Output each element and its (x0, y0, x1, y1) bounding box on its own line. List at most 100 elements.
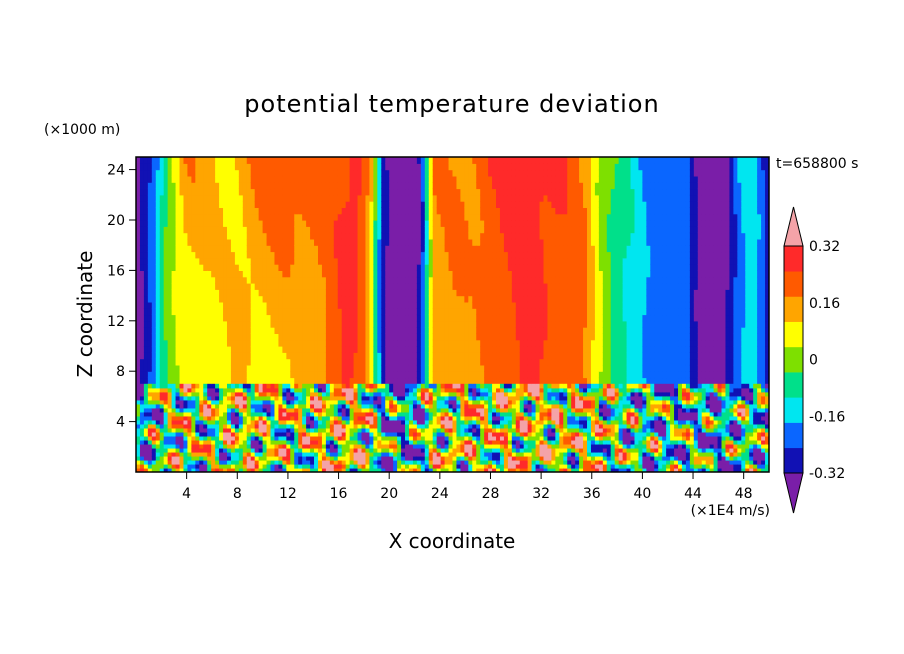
field-cell (337, 226, 343, 234)
field-cell (389, 377, 394, 385)
field-cell (389, 443, 394, 449)
field-cell (361, 157, 367, 164)
field-cell (397, 295, 402, 303)
field-cell (179, 169, 185, 177)
field-cell (159, 415, 165, 421)
field-cell (191, 157, 196, 164)
field-cell (246, 391, 252, 397)
field-cell (195, 194, 200, 202)
field-cell (317, 427, 323, 433)
field-cell (389, 427, 394, 433)
field-cell (159, 364, 165, 372)
field-cell (317, 467, 323, 472)
field-cell (412, 439, 418, 445)
field-cell (373, 435, 378, 441)
field-cell (337, 327, 343, 334)
field-cell (211, 289, 216, 297)
field-cell (294, 358, 299, 366)
field-cell (246, 182, 252, 190)
field-cell (179, 213, 185, 221)
field-cell (230, 201, 236, 208)
field-cell (179, 232, 185, 240)
field-cell (266, 213, 272, 221)
field-cell (397, 352, 402, 360)
field-cell (345, 232, 351, 240)
field-cell (215, 371, 220, 379)
field-cell (179, 188, 185, 196)
field-cell (163, 333, 169, 341)
field-cell (226, 419, 232, 425)
field-cell (230, 391, 236, 397)
field-cell (405, 308, 410, 316)
field-cell (385, 238, 390, 246)
field-cell (420, 327, 426, 334)
field-cell (353, 391, 359, 397)
field-cell (254, 431, 260, 437)
field-cell (282, 257, 287, 265)
field-cell (373, 308, 378, 316)
field-cell (159, 169, 165, 177)
field-cell (278, 220, 283, 227)
field-cell (401, 383, 406, 389)
field-cell (211, 467, 216, 472)
field-cell (353, 427, 359, 433)
field-cell (361, 163, 367, 171)
field-cell (424, 169, 430, 177)
field-cell (341, 439, 347, 445)
field-cell (353, 175, 359, 183)
field-cell (432, 201, 438, 208)
field-cell (365, 220, 371, 227)
field-cell (412, 451, 418, 457)
field-cell (361, 308, 367, 316)
field-cell (219, 283, 224, 290)
field-cell (298, 308, 303, 316)
field-cell (155, 163, 161, 171)
field-cell (286, 339, 291, 347)
field-cell (211, 358, 216, 366)
field-cell (226, 447, 232, 453)
field-cell (321, 232, 327, 240)
field-cell (230, 251, 236, 259)
field-cell (203, 459, 208, 465)
field-cell (234, 175, 240, 183)
field-cell (175, 403, 181, 409)
field-cell (270, 301, 276, 309)
field-cell (436, 163, 442, 171)
field-cell (472, 415, 477, 421)
field-cell (341, 289, 347, 297)
field-cell (341, 157, 347, 164)
field-cell (215, 455, 220, 461)
field-cell (274, 431, 280, 437)
field-cell (329, 403, 335, 409)
field-cell (258, 352, 264, 360)
field-cell (337, 451, 343, 457)
field-cell (428, 320, 434, 328)
field-cell (242, 295, 248, 303)
field-cell (472, 320, 477, 328)
field-cell (452, 339, 458, 347)
field-cell (238, 455, 244, 461)
field-cell (321, 391, 327, 397)
field-cell (432, 182, 438, 190)
field-cell (361, 364, 367, 372)
field-cell (286, 403, 291, 409)
field-cell (262, 245, 268, 253)
field-cell (397, 194, 402, 202)
field-cell (381, 377, 386, 385)
field-cell (373, 364, 378, 372)
field-cell (408, 245, 414, 253)
field-cell (436, 308, 442, 316)
field-cell (203, 403, 208, 409)
field-cell (179, 423, 185, 429)
field-cell (136, 395, 141, 401)
field-cell (187, 451, 192, 457)
field-cell (179, 175, 185, 183)
field-cell (432, 346, 438, 353)
field-cell (432, 364, 438, 372)
field-cell (436, 391, 442, 397)
field-cell (226, 358, 232, 366)
field-cell (468, 314, 473, 322)
field-cell (424, 364, 430, 372)
field-cell (302, 257, 307, 265)
field-cell (223, 395, 228, 401)
